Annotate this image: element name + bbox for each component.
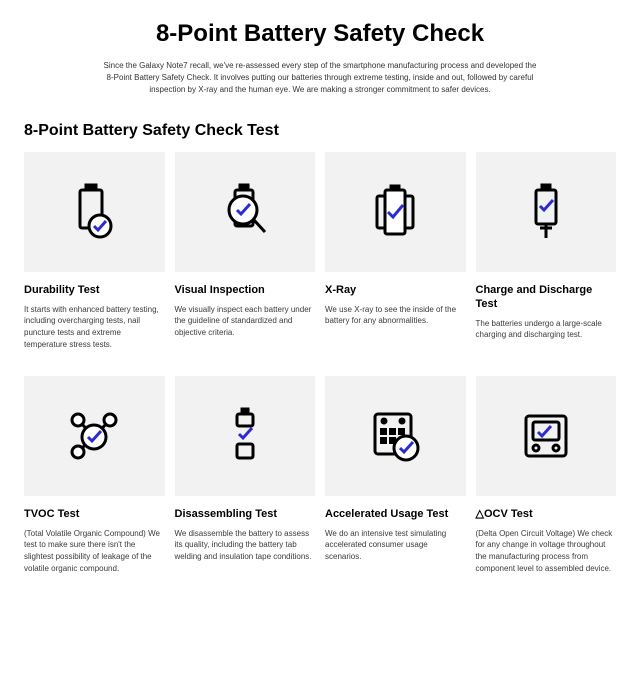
test-item: Durability Test It starts with enhanced …: [24, 152, 165, 350]
item-title: X-Ray: [325, 284, 466, 298]
tvoc-icon: [24, 376, 165, 496]
test-item: Accelerated Usage Test We do an intensiv…: [325, 376, 466, 574]
durability-icon: [24, 152, 165, 272]
item-desc: We disassemble the battery to assess its…: [175, 528, 316, 563]
item-desc: We do an intensive test simulating accel…: [325, 528, 466, 563]
section-title: 8-Point Battery Safety Check Test: [24, 122, 616, 140]
item-title: Charge and Discharge Test: [476, 284, 617, 312]
item-title: Visual Inspection: [175, 284, 316, 298]
test-item: X-Ray We use X-ray to see the inside of …: [325, 152, 466, 350]
tests-grid: Durability Test It starts with enhanced …: [24, 152, 616, 574]
item-title: Disassembling Test: [175, 508, 316, 522]
test-item: Charge and Discharge Test The batteries …: [476, 152, 617, 350]
page-title: 8-Point Battery Safety Check: [24, 20, 616, 48]
disassembling-icon: [175, 376, 316, 496]
item-title: TVOC Test: [24, 508, 165, 522]
item-desc: We visually inspect each battery under t…: [175, 304, 316, 339]
item-title: △OCV Test: [476, 508, 617, 522]
item-desc: The batteries undergo a large-scale char…: [476, 318, 617, 341]
test-item: TVOC Test (Total Volatile Organic Compou…: [24, 376, 165, 574]
item-desc: (Total Volatile Organic Compound) We tes…: [24, 528, 165, 574]
item-title: Durability Test: [24, 284, 165, 298]
ocv-icon: [476, 376, 617, 496]
charge-discharge-icon: [476, 152, 617, 272]
test-item: △OCV Test (Delta Open Circuit Voltage) W…: [476, 376, 617, 574]
xray-icon: [325, 152, 466, 272]
visual-inspection-icon: [175, 152, 316, 272]
item-desc: It starts with enhanced battery testing,…: [24, 304, 165, 350]
intro-paragraph: Since the Galaxy Note7 recall, we've re-…: [100, 60, 540, 96]
item-desc: (Delta Open Circuit Voltage) We check fo…: [476, 528, 617, 574]
test-item: Visual Inspection We visually inspect ea…: [175, 152, 316, 350]
item-desc: We use X-ray to see the inside of the ba…: [325, 304, 466, 327]
item-title: Accelerated Usage Test: [325, 508, 466, 522]
test-item: Disassembling Test We disassemble the ba…: [175, 376, 316, 574]
accelerated-usage-icon: [325, 376, 466, 496]
